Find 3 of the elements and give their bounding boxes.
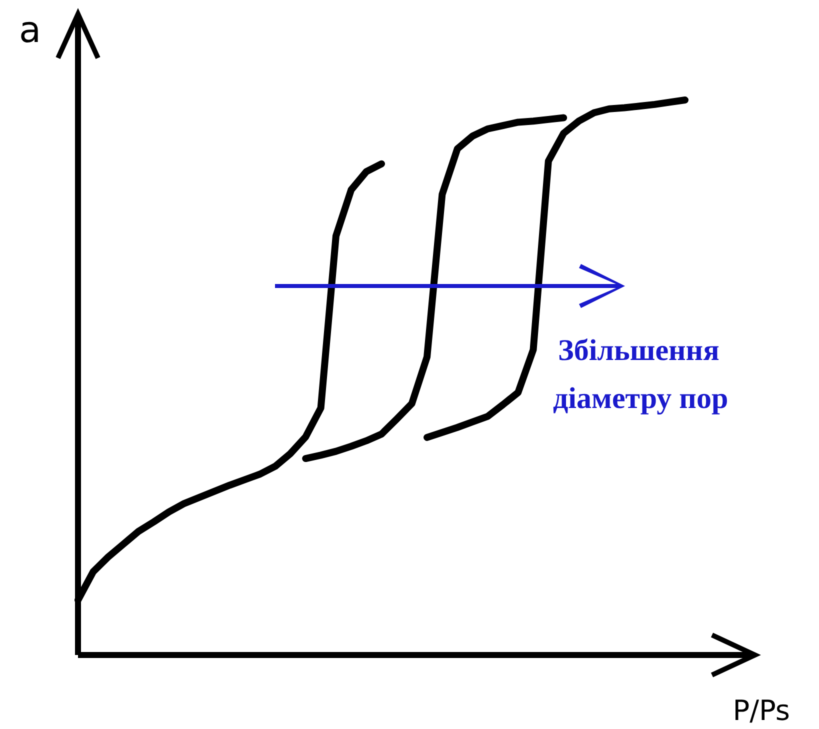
y-axis-title: a	[18, 10, 42, 51]
x-axis-title: P/Ps	[732, 694, 790, 727]
annotation: Збільшення діаметру пор	[553, 334, 728, 415]
